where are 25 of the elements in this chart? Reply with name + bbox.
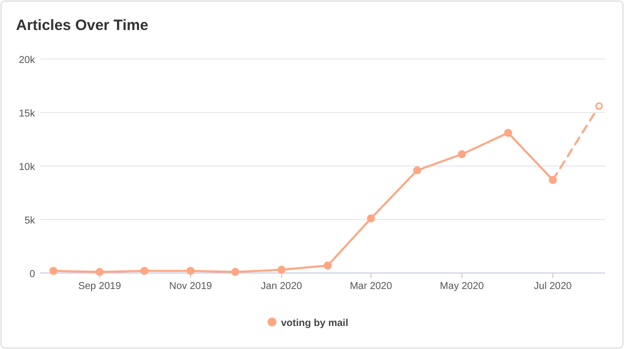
point <box>595 102 603 110</box>
point <box>231 268 240 276</box>
point <box>413 166 422 174</box>
y-tick-label: 15k <box>18 108 36 120</box>
point <box>366 214 375 222</box>
point <box>186 266 195 275</box>
x-tick-label: Mar 2020 <box>350 281 393 292</box>
point <box>324 262 332 270</box>
x-tick-label: Sep 2019 <box>78 281 122 292</box>
y-tick-label: 0 <box>29 269 36 280</box>
y-tick-label: 10k <box>18 162 36 173</box>
y-tick-label: 5k <box>24 216 36 226</box>
y-tick-label: 20k <box>18 55 36 66</box>
x-tick-label: Jan 2020 <box>260 281 303 292</box>
point <box>504 128 512 137</box>
chart-title: Articles Over Time <box>16 17 148 34</box>
point <box>96 268 104 276</box>
point <box>458 150 466 158</box>
point <box>49 266 58 275</box>
x-tick-label: Jul 2020 <box>534 281 572 292</box>
x-tick-label: May 2020 <box>440 281 484 292</box>
x-tick-label: Nov 2019 <box>169 281 212 292</box>
legend-label: voting by mail <box>281 318 348 329</box>
point <box>278 266 286 274</box>
point <box>140 266 148 275</box>
